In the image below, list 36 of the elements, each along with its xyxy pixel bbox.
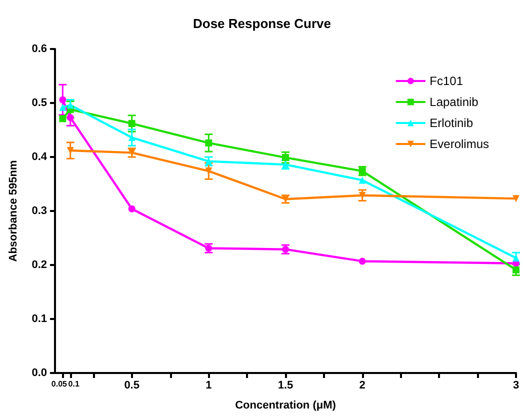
chart-title: Dose Response Curve [193, 16, 331, 31]
point [128, 134, 136, 142]
point [59, 104, 66, 111]
point [128, 120, 136, 128]
point [66, 102, 74, 109]
legend-label: Fc101 [430, 74, 464, 88]
legend-label: Everolimus [430, 137, 490, 151]
x-tick-label: 1 [206, 380, 212, 392]
point [282, 154, 289, 162]
y-tick-label: 0.5 [32, 97, 47, 109]
y-tick-label: 0.1 [32, 313, 47, 325]
x-tick-label: 0.05 [51, 380, 68, 388]
x-tick-label: 0.5 [124, 380, 140, 392]
point [358, 176, 366, 184]
x-tick-label: 0.1 [68, 380, 80, 388]
point [358, 258, 366, 265]
x-tick-label: 1.5 [278, 380, 294, 392]
point [512, 266, 520, 274]
x-tick-label: 3 [512, 380, 520, 392]
y-axis-title: Absorbance 595nm [8, 160, 20, 262]
y-tick-label: 0.6 [32, 43, 47, 55]
y-tick-label: 0.0 [32, 367, 47, 379]
point [59, 115, 66, 122]
point [66, 114, 74, 122]
y-tick-label: 0.2 [32, 259, 47, 271]
x-tick-label: 2 [359, 380, 366, 392]
point [128, 205, 136, 212]
legend-label: Lapatinib [430, 95, 479, 109]
x-axis-title: Concentration (μM) [235, 400, 336, 412]
legend-label: Erlotinib [430, 116, 474, 130]
point [358, 192, 366, 199]
point [205, 139, 212, 146]
point [512, 195, 520, 202]
y-tick-label: 0.3 [32, 205, 47, 217]
y-tick-label: 0.4 [32, 151, 48, 163]
point [59, 96, 66, 104]
